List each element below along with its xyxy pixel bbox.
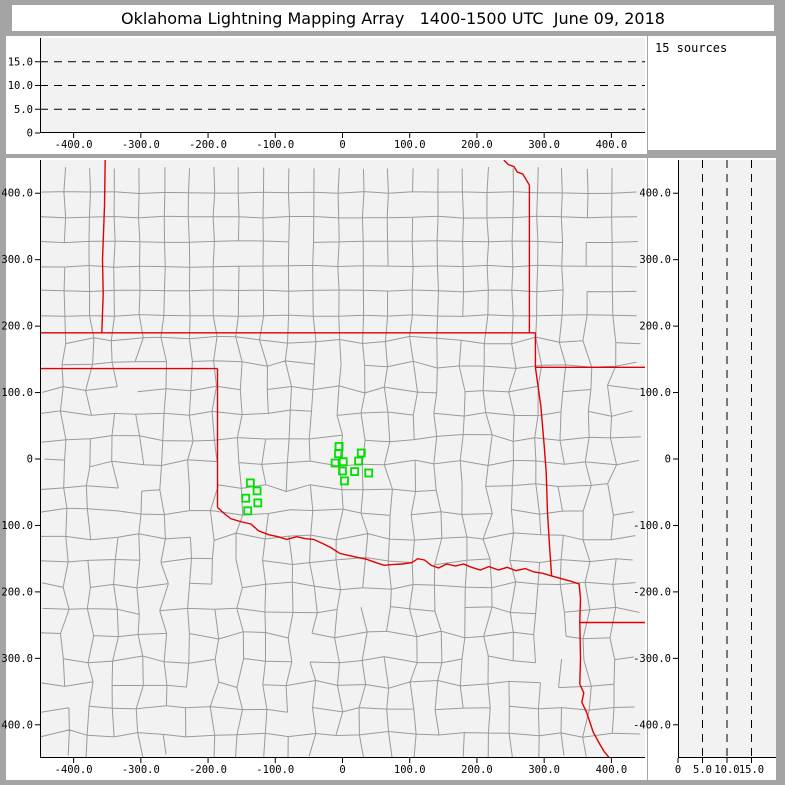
x-tick-label: -400.0 bbox=[55, 139, 93, 151]
state-border-line bbox=[551, 575, 582, 685]
lightning-source-marker bbox=[245, 478, 255, 488]
sources-count-box: 15 sources bbox=[648, 36, 776, 150]
state-border-line bbox=[579, 683, 610, 758]
plan-view-map-plot: -400.0 -300.0 -200.0 -100.0 0 100.0 200.0 300.0… bbox=[0, 160, 645, 776]
x-tick-label: -300.0 bbox=[122, 764, 160, 776]
y-tick-label: 0 bbox=[27, 454, 33, 466]
lightning-source-marker bbox=[334, 449, 343, 459]
y-tick-label: 400.0 bbox=[639, 188, 671, 200]
x-tick-label: -300.0 bbox=[122, 139, 160, 151]
lightning-source-marker bbox=[350, 467, 360, 477]
x-tick-label: -200.0 bbox=[189, 764, 227, 776]
state-borders bbox=[40, 160, 645, 758]
alt-lat-plot: 0 5.0 10.0 15.0 -400.0 -300.0 -200.0 -100.0 0 100… bbox=[633, 160, 776, 776]
x-tick-label: 400.0 bbox=[596, 139, 628, 151]
state-border-line bbox=[217, 506, 552, 577]
y-tick-label: 300.0 bbox=[639, 254, 671, 266]
axes: -400.0 -300.0 -200.0 -100.0 0 100.0 200.0 300.0… bbox=[0, 160, 645, 776]
y-tick-label: 200.0 bbox=[639, 321, 671, 333]
lightning-source-marker bbox=[338, 457, 348, 467]
y-tick-label: -400.0 bbox=[633, 719, 671, 731]
sources-count-label: 15 sources bbox=[655, 41, 728, 55]
lon-alt-plot: -400.0 -300.0 -200.0 -100.0 0 100.0 200.0 300.0… bbox=[8, 38, 645, 151]
lightning-source-marker bbox=[364, 468, 374, 478]
x-tick-label: 0 bbox=[339, 764, 345, 776]
y-tick-label: -400.0 bbox=[0, 719, 33, 731]
source-markers bbox=[241, 441, 374, 516]
axes: -400.0 -300.0 -200.0 -100.0 0 100.0 200.0 300.0… bbox=[8, 38, 645, 151]
y-tick-label: -100.0 bbox=[0, 520, 33, 532]
altitude-gridlines bbox=[702, 160, 752, 758]
lightning-source-marker bbox=[253, 498, 263, 508]
x-tick-label: -400.0 bbox=[55, 764, 93, 776]
y-tick-label: -200.0 bbox=[633, 586, 671, 598]
y-tick-label: 10.0 bbox=[8, 80, 33, 92]
county-lines bbox=[40, 166, 641, 758]
state-border-line bbox=[101, 160, 106, 333]
y-tick-label: 100.0 bbox=[1, 387, 33, 399]
lightning-source-marker bbox=[241, 493, 251, 503]
y-tick-label: -300.0 bbox=[0, 653, 33, 665]
lightning-source-marker bbox=[330, 458, 340, 468]
lightning-source-marker bbox=[356, 448, 366, 458]
x-tick-label: 100.0 bbox=[394, 139, 426, 151]
x-tick-label: 300.0 bbox=[528, 139, 560, 151]
figure-title: Oklahoma Lightning Mapping Array 1400-15… bbox=[12, 5, 774, 31]
x-tick-label: 200.0 bbox=[461, 764, 493, 776]
x-tick-label: 0 bbox=[339, 139, 345, 151]
x-tick-label: 200.0 bbox=[461, 139, 493, 151]
axes: 0 5.0 10.0 15.0 -400.0 -300.0 -200.0 -100.0 0 100… bbox=[633, 160, 776, 776]
y-tick-label: 0 bbox=[665, 454, 671, 466]
y-tick-label: -100.0 bbox=[633, 520, 671, 532]
state-border-line bbox=[503, 160, 531, 186]
y-tick-label: 400.0 bbox=[1, 188, 33, 200]
x-tick-label: 400.0 bbox=[596, 764, 628, 776]
lightning-source-marker bbox=[252, 486, 262, 496]
x-tick-label: 5.0 bbox=[693, 764, 712, 776]
lightning-source-marker bbox=[354, 456, 364, 466]
state-border-line bbox=[534, 367, 553, 576]
x-tick-label: 15.0 bbox=[739, 764, 764, 776]
y-tick-label: 0 bbox=[27, 128, 33, 140]
lightning-source-marker bbox=[338, 466, 347, 476]
x-tick-label: -200.0 bbox=[189, 139, 227, 151]
altitude-gridlines bbox=[40, 61, 645, 110]
x-tick-label: -100.0 bbox=[256, 139, 294, 151]
x-tick-label: 300.0 bbox=[528, 764, 560, 776]
y-tick-label: 200.0 bbox=[1, 321, 33, 333]
x-tick-label: 0 bbox=[675, 764, 681, 776]
lightning-source-marker bbox=[243, 506, 253, 516]
y-tick-label: 100.0 bbox=[639, 387, 671, 399]
y-tick-label: 5.0 bbox=[14, 104, 33, 116]
x-tick-label: -100.0 bbox=[256, 764, 294, 776]
lightning-source-marker bbox=[340, 476, 349, 486]
y-tick-label: 300.0 bbox=[1, 254, 33, 266]
x-tick-label: 100.0 bbox=[394, 764, 426, 776]
x-tick-label: 10.0 bbox=[714, 764, 739, 776]
y-tick-label: -300.0 bbox=[633, 653, 671, 665]
y-tick-label: 15.0 bbox=[8, 56, 33, 68]
y-tick-label: -200.0 bbox=[0, 586, 33, 598]
